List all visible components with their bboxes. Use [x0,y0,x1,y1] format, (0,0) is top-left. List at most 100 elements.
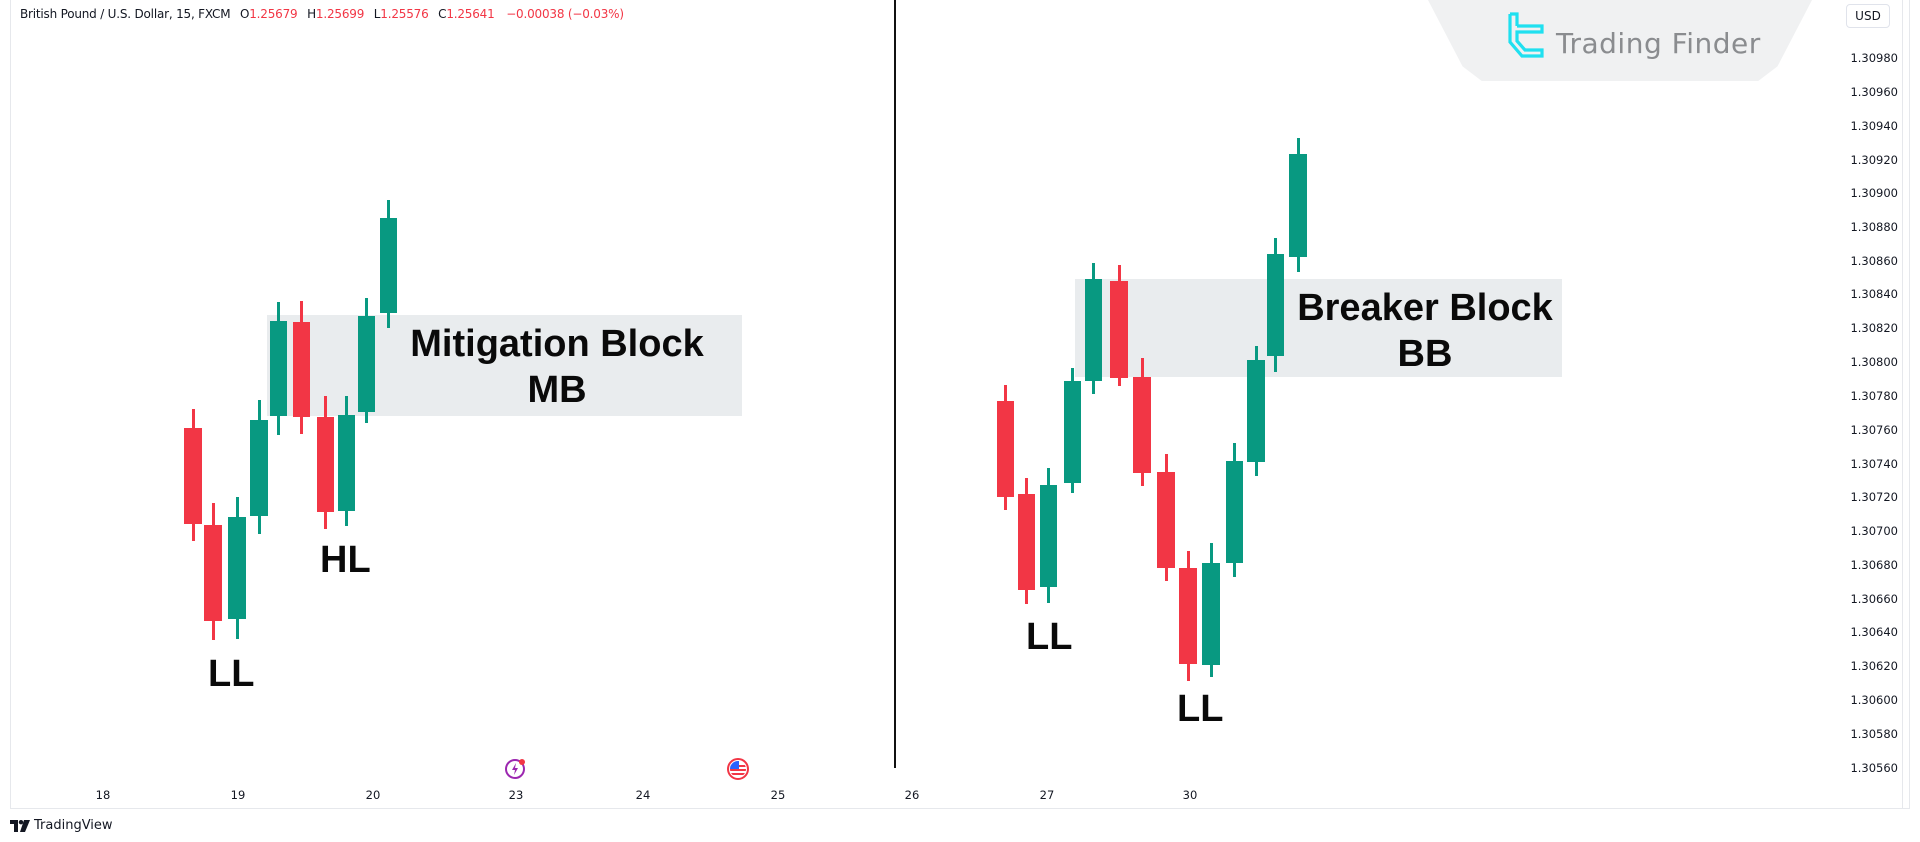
price-tick-label: 1.30620 [1850,659,1898,673]
low-value: 1.25576 [380,7,429,21]
zone-abbr: MB [527,369,587,411]
price-tick-label: 1.30960 [1850,85,1898,99]
price-tick-label: 1.30740 [1850,457,1898,471]
tradingview-logo-icon [10,819,30,832]
right-zone-box[interactable] [1075,279,1562,377]
us-flag-event-icon[interactable] [726,757,750,781]
candle-body [1040,485,1057,587]
candle-up[interactable] [1202,543,1220,677]
time-tick-label: 30 [1182,788,1198,802]
pivot-label-ll: LL [1026,616,1073,658]
zone-title: Breaker Block [1297,287,1553,329]
lightning-event-icon[interactable] [503,757,527,781]
candle-up[interactable] [358,298,375,423]
price-tick-label: 1.30840 [1850,287,1898,301]
currency-button[interactable]: USD [1846,4,1890,28]
tradingview-logo[interactable]: TradingView [10,818,113,833]
right-zone-label: Breaker Block BB [1290,285,1560,377]
candle-body [293,322,310,417]
price-tick-label: 1.30640 [1850,625,1898,639]
price-tick-label: 1.30860 [1850,254,1898,268]
candle-body [1018,494,1035,590]
candle-down[interactable] [317,396,334,529]
time-tick-label: 23 [508,788,524,802]
left-zone-label: Mitigation Block MB [377,321,737,413]
zone-abbr: BB [1397,333,1453,375]
candle-up[interactable] [250,400,268,534]
candle-body [1289,154,1307,257]
price-tick-label: 1.30660 [1850,592,1898,606]
price-tick-label: 1.30560 [1850,761,1898,775]
candle-body [1133,377,1151,473]
candle-up[interactable] [228,497,246,639]
candle-up[interactable] [1064,368,1081,493]
candle-body [204,525,222,621]
price-tick-label: 1.30800 [1850,355,1898,369]
candle-body [380,218,397,313]
trading-finder-watermark-panel [1428,0,1812,81]
candle-body [317,417,334,512]
price-tick-label: 1.30820 [1850,321,1898,335]
price-axis[interactable]: 1.30980 1.30960 1.30940 1.30920 1.30900 1.308… [1840,0,1902,808]
candle-up[interactable] [1226,443,1243,577]
time-tick-label: 24 [635,788,651,802]
panel-divider-line [894,0,896,768]
time-tick-label: 20 [365,788,381,802]
candle-up[interactable] [1267,238,1284,372]
price-tick-label: 1.30600 [1850,693,1898,707]
candle-body [338,415,355,511]
candle-down[interactable] [1110,265,1128,386]
candle-body [1226,461,1243,563]
candle-down[interactable] [997,385,1014,510]
candle-down[interactable] [1133,358,1151,486]
candle-up[interactable] [1040,468,1057,603]
candle-up[interactable] [338,396,355,526]
candle-down[interactable] [1018,478,1035,604]
candle-up[interactable] [380,200,397,328]
candle-down[interactable] [1179,551,1197,681]
axis-border [1902,0,1903,808]
candle-body [1247,360,1265,462]
pivot-label-hl: HL [320,539,371,581]
candle-down[interactable] [1157,454,1175,581]
price-tick-label: 1.30720 [1850,490,1898,504]
candle-down[interactable] [184,409,202,541]
price-tick-label: 1.30780 [1850,389,1898,403]
candle-up[interactable] [1289,138,1307,272]
chart-frame[interactable] [10,0,1910,809]
price-tick-label: 1.30700 [1850,524,1898,538]
candle-down[interactable] [293,301,310,434]
time-tick-label: 27 [1039,788,1055,802]
price-tick-label: 1.30900 [1850,186,1898,200]
open-value: 1.25679 [249,7,298,21]
candle-body [1064,381,1081,483]
candle-up[interactable] [270,302,287,435]
candle-body [250,420,268,516]
price-tick-label: 1.30580 [1850,727,1898,741]
candle-body [1267,254,1284,356]
candle-body [1110,281,1128,378]
price-tick-label: 1.30760 [1850,423,1898,437]
close-value: 1.25641 [446,7,495,21]
trading-finder-logo-icon [1508,12,1544,58]
pivot-label-ll: LL [208,653,255,695]
symbol-title[interactable]: British Pound / U.S. Dollar, 15, FXCM [20,7,231,21]
candle-body [997,401,1014,497]
time-tick-label: 26 [904,788,920,802]
candle-up[interactable] [1247,346,1265,476]
price-tick-label: 1.30980 [1850,51,1898,65]
trading-finder-logo-text: Trading Finder [1556,27,1761,60]
candle-body [1179,568,1197,664]
candle-body [1157,472,1175,568]
time-tick-label: 25 [770,788,786,802]
candle-body [1085,279,1102,381]
candle-up[interactable] [1085,263,1102,394]
symbol-legend: British Pound / U.S. Dollar, 15, FXCM O1… [20,7,624,21]
candle-body [184,428,202,524]
tradingview-logo-text: TradingView [34,818,113,833]
price-tick-label: 1.30940 [1850,119,1898,133]
right-zone-overlay [1075,279,1562,377]
candle-down[interactable] [204,503,222,640]
candle-body [358,316,375,412]
price-tick-label: 1.30680 [1850,558,1898,572]
